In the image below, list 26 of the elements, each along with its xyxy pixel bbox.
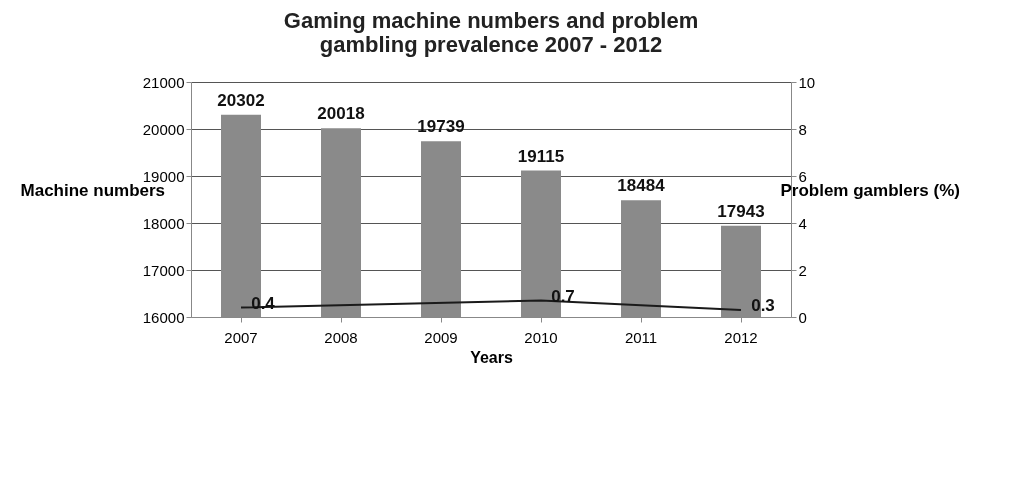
y-tick-label: 21000 bbox=[142, 73, 185, 91]
y-tick-label: 16000 bbox=[142, 308, 185, 326]
data-label: 20302 bbox=[217, 90, 265, 110]
y2-tick-label: 10 bbox=[798, 73, 816, 91]
x-tick-label: 2009 bbox=[424, 328, 458, 346]
chart-title: Gaming machine numbers and problem gambling prevalence 2007 - 2012 bbox=[283, 8, 699, 57]
data-label: 17943 bbox=[717, 201, 765, 221]
x-axis-title: Years bbox=[470, 348, 513, 366]
x-tick-label: 2008 bbox=[324, 328, 358, 346]
data-label: 18484 bbox=[617, 176, 666, 196]
y-tick-label: 18000 bbox=[142, 214, 185, 232]
y2-tick-label: 2 bbox=[798, 261, 807, 279]
y2-tick-label: 0 bbox=[798, 308, 807, 326]
x-tick-label: 2012 bbox=[724, 328, 758, 346]
y2-tick-label: 4 bbox=[798, 214, 807, 232]
y2-tick-label: 8 bbox=[798, 120, 807, 138]
y-tick-label: 20000 bbox=[142, 120, 185, 138]
y-tick-label: 17000 bbox=[142, 261, 185, 279]
x-tick-label: 2011 bbox=[624, 328, 658, 346]
data-label: 19115 bbox=[517, 146, 565, 166]
x-tick-label: 2010 bbox=[524, 328, 558, 346]
x-tick-label: 2007 bbox=[224, 328, 258, 346]
data-label: 0.4 bbox=[251, 293, 276, 313]
data-label: 20018 bbox=[317, 104, 365, 124]
data-label: 0.3 bbox=[751, 295, 775, 315]
data-label: 0.7 bbox=[551, 286, 575, 306]
